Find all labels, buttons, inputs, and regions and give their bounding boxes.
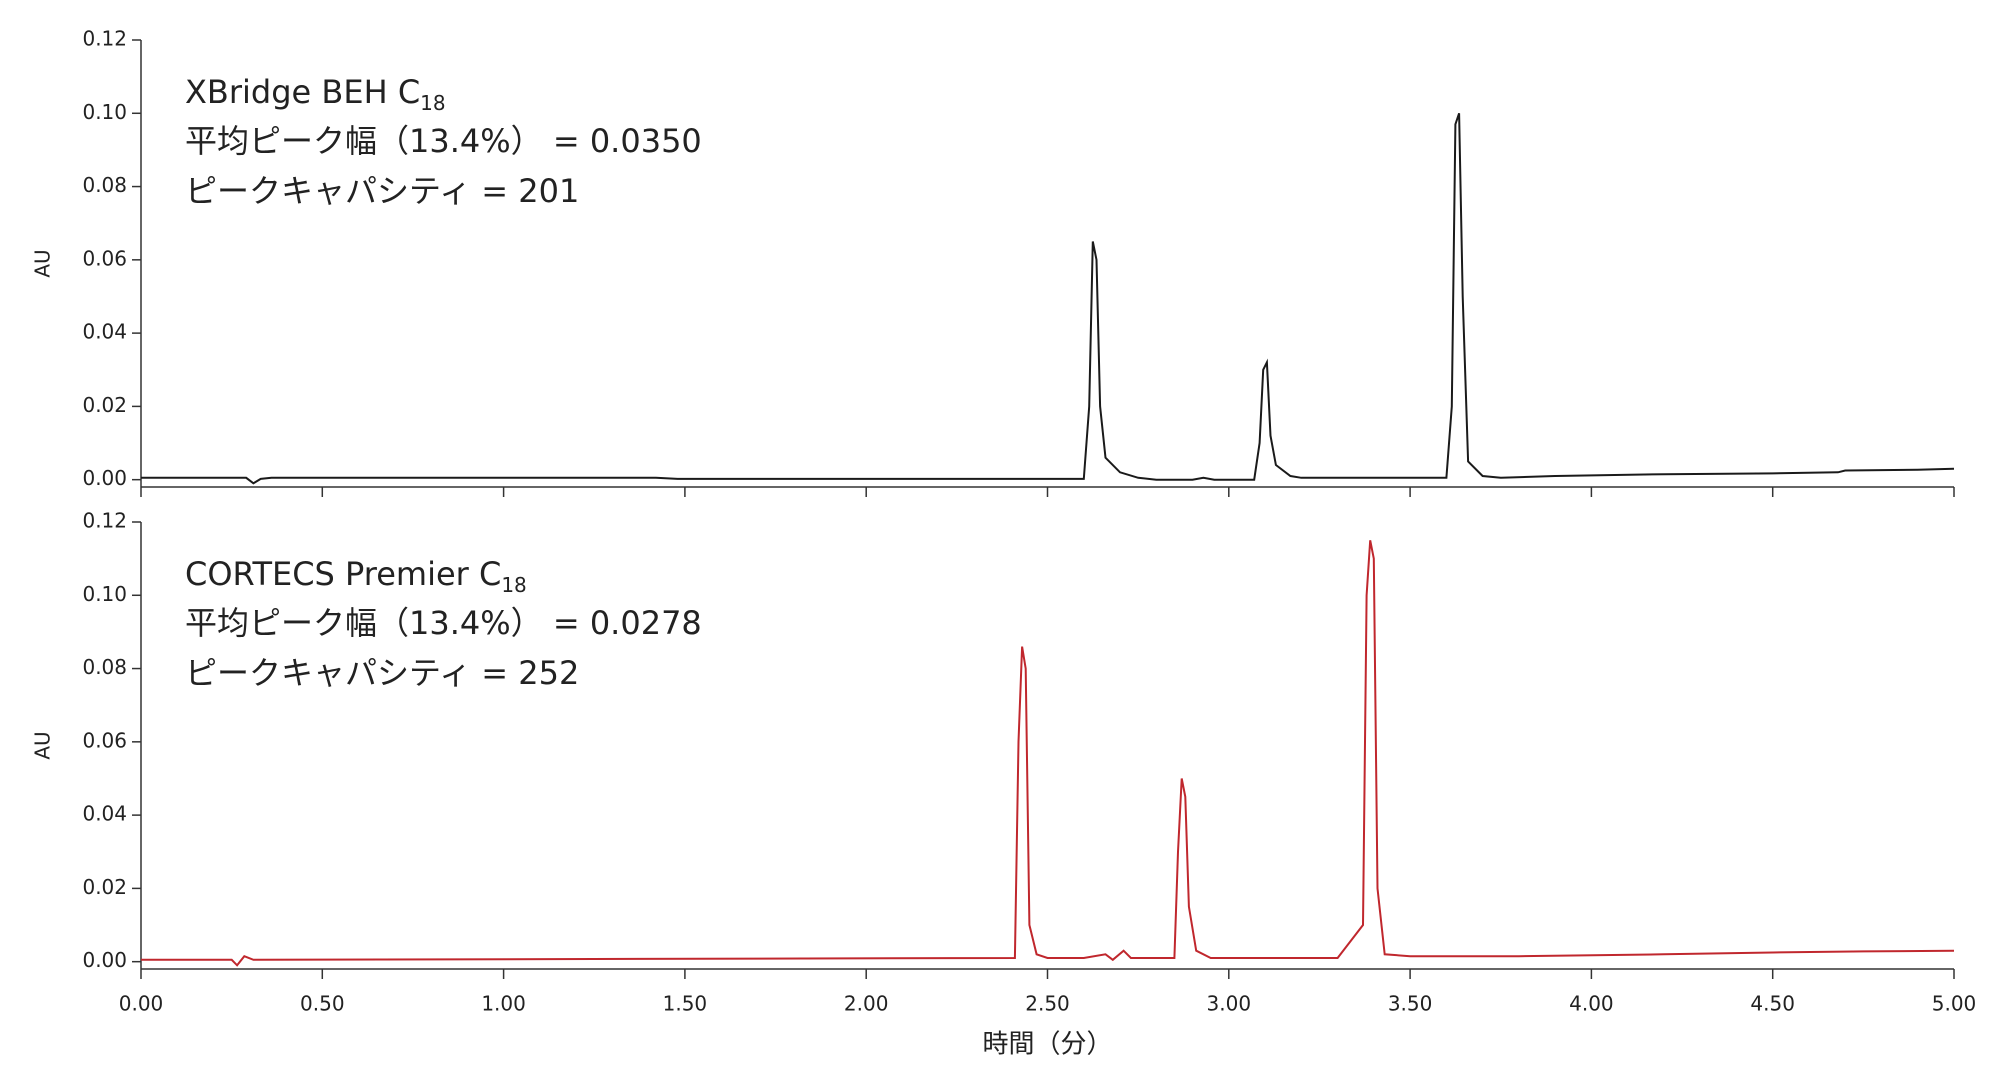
x-tick-label: 5.00: [1932, 992, 1977, 1016]
x-tick-label: 1.00: [481, 992, 526, 1016]
x-tick-label: 3.50: [1388, 992, 1433, 1016]
title-text: CORTECS Premier C: [185, 555, 501, 593]
chart-title: XBridge BEH C18: [185, 73, 446, 115]
x-tick-label: 3.00: [1207, 992, 1252, 1016]
y-tick-label: 0.12: [82, 509, 127, 533]
data-line: [141, 540, 1955, 967]
data-line: [141, 112, 1955, 485]
y-tick-label: 0.04: [82, 320, 127, 344]
x-axis-label: 時間（分）: [982, 1030, 1112, 1060]
y-tick-label: 0.02: [82, 875, 127, 899]
y-axis-label: AU: [31, 731, 55, 759]
chart-title: CORTECS Premier C18: [185, 555, 527, 597]
x-tick-label: 2.50: [1025, 992, 1070, 1016]
y-tick-label: 0.00: [82, 948, 127, 972]
title-subscript: 18: [501, 573, 526, 597]
y-tick-label: 0.08: [82, 173, 127, 197]
annotation: 平均ピーク幅（13.4%） = 0.0350: [185, 122, 702, 160]
y-tick-label: 0.08: [82, 655, 127, 679]
x-tick-label: 4.00: [1569, 992, 1614, 1016]
y-tick-label: 0.06: [82, 728, 127, 752]
y-tick-label: 0.06: [82, 246, 127, 270]
annotation: ピークキャパシティ = 252: [185, 654, 579, 692]
y-tick-label: 0.12: [82, 27, 127, 51]
annotation: 平均ピーク幅（13.4%） = 0.0278: [185, 604, 702, 642]
title-text: XBridge BEH C: [185, 73, 420, 111]
y-tick-label: 0.04: [82, 802, 127, 826]
title-subscript: 18: [420, 91, 445, 115]
y-tick-label: 0.10: [82, 100, 127, 124]
y-axis-label: AU: [31, 249, 55, 277]
x-tick-label: 2.00: [844, 992, 889, 1016]
x-tick-label: 1.50: [663, 992, 708, 1016]
y-tick-label: 0.00: [82, 466, 127, 490]
x-tick-label: 0.00: [119, 992, 164, 1016]
x-tick-label: 4.50: [1750, 992, 1795, 1016]
y-tick-label: 0.02: [82, 393, 127, 417]
annotation: ピークキャパシティ = 201: [185, 172, 579, 210]
x-tick-label: 0.50: [300, 992, 345, 1016]
y-tick-label: 0.10: [82, 582, 127, 606]
